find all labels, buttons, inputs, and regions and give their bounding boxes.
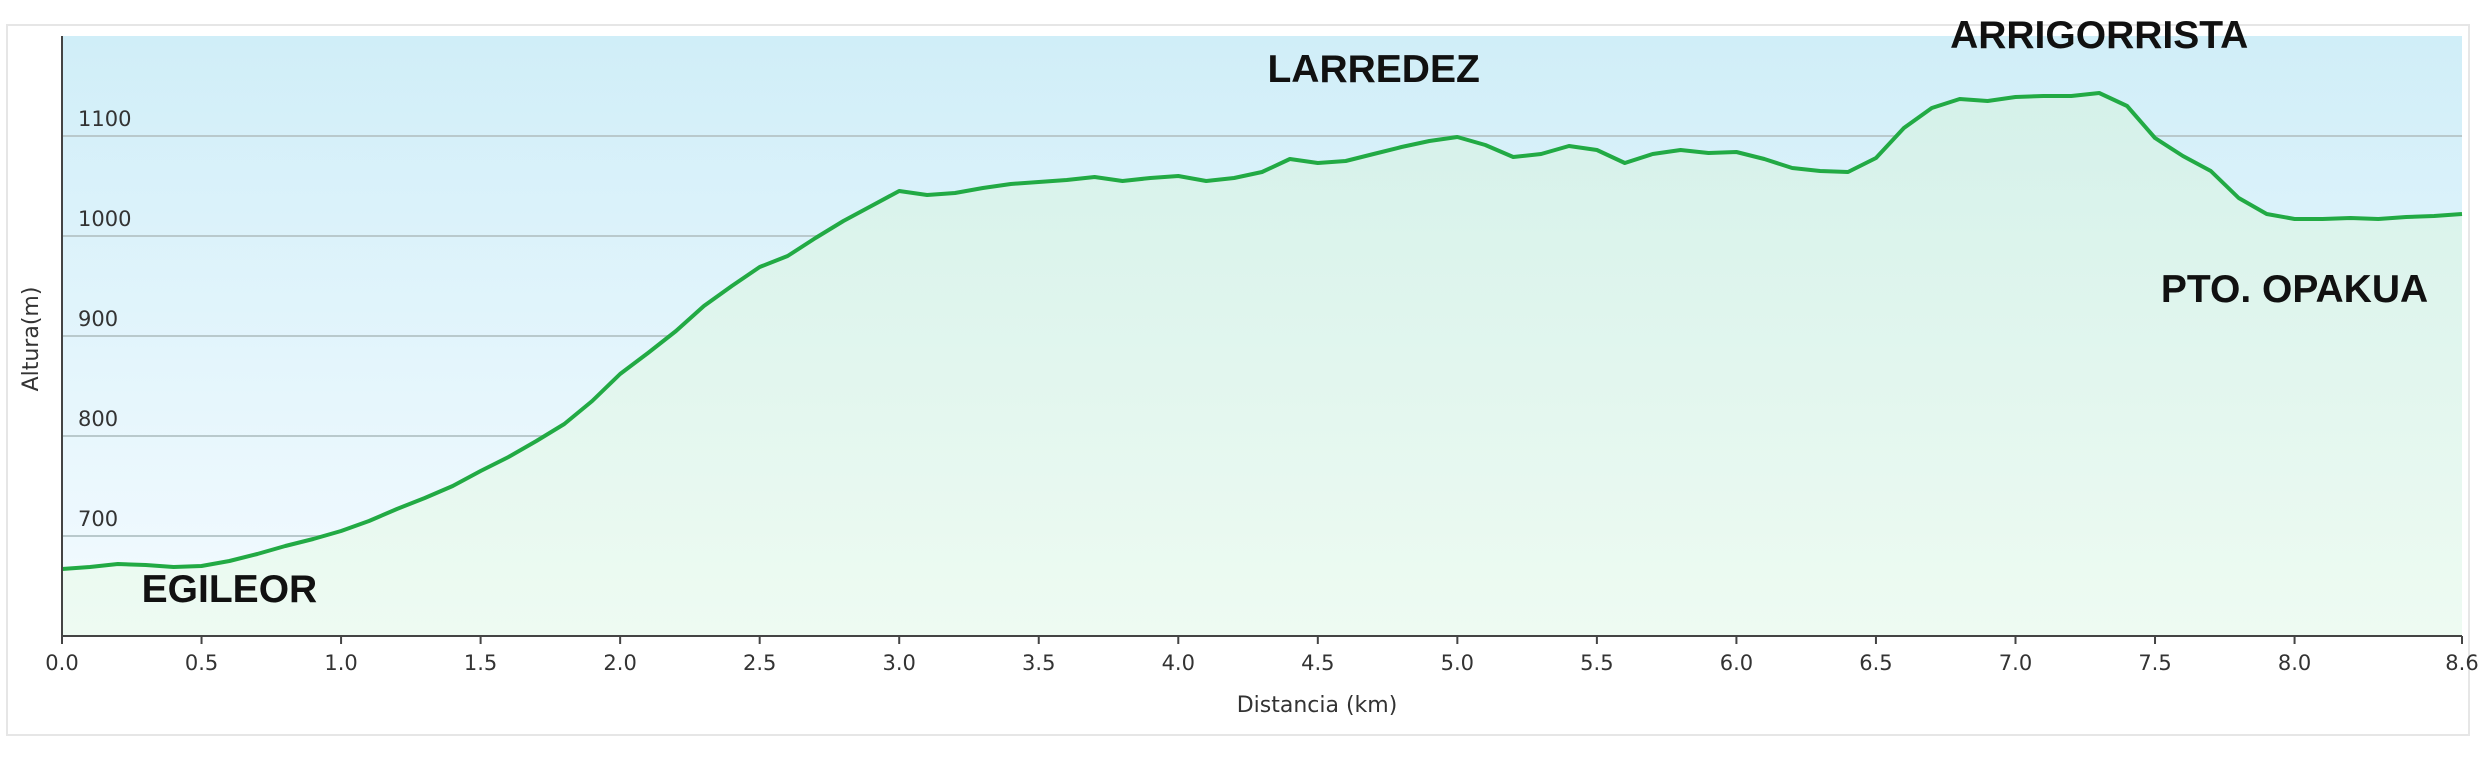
y-tick-label: 800 [78,407,118,431]
x-tick-label: 0.0 [45,651,78,675]
x-tick-label: 4.0 [1162,651,1195,675]
x-tick-label: 6.0 [1720,651,1753,675]
y-tick-label: 900 [78,307,118,331]
place-label: EGILEOR [142,568,318,611]
x-tick-label: 4.5 [1301,651,1334,675]
x-tick-label: 8.6 [2445,651,2478,675]
x-tick-label: 8.0 [2278,651,2311,675]
x-axis-ticks: 0.0 0.5 1.0 1.5 2.0 2.5 3.0 3.5 4.0 4.5 5.0 5.5 6.0 6… [45,636,2479,675]
elevation-line [61,91,2463,571]
place-label: ARRIGORRISTA [1950,14,2248,57]
x-tick-label: 0.5 [185,651,218,675]
y-tick-label: 1000 [78,207,131,231]
x-tick-label: 2.5 [743,651,776,675]
y-axis-ticks: 700 800 900 1000 1100 [78,107,131,531]
y-tick-label: 1100 [78,107,131,131]
y-axis-title: Altura(m) [19,287,44,392]
x-tick-label: 7.0 [1999,651,2032,675]
x-tick-label: 2.0 [603,651,636,675]
y-tick-label: 700 [78,507,118,531]
elevation-area-fill [62,93,2462,636]
x-axis-title: Distancia (km) [1237,693,1398,718]
x-tick-label: 1.5 [464,651,497,675]
x-tick-label: 3.0 [883,651,916,675]
place-label: LARREDEZ [1267,48,1479,91]
x-tick-label: 7.5 [2138,651,2171,675]
x-tick-label: 5.0 [1441,651,1474,675]
x-tick-label: 6.5 [1859,651,1892,675]
axes [61,36,2462,637]
x-tick-label: 5.5 [1580,651,1613,675]
x-tick-label: 3.5 [1022,651,1055,675]
place-annotations: EGILEOR LARREDEZ ARRIGORRISTA PTO. OPAKUA [142,14,2429,611]
place-label: PTO. OPAKUA [2161,268,2428,311]
x-tick-label: 1.0 [324,651,357,675]
